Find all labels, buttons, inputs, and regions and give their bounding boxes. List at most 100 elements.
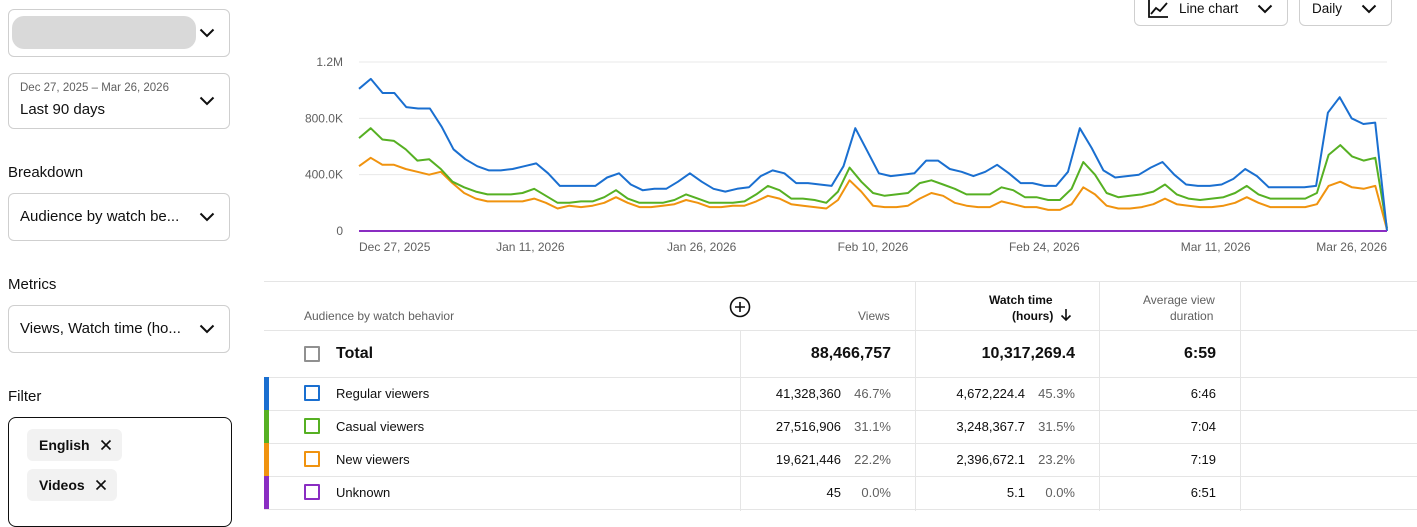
col-divider [915, 281, 916, 511]
header-avd[interactable]: Average view [1143, 293, 1215, 307]
col-divider [1099, 281, 1100, 511]
series-color-bar [264, 410, 269, 443]
chart-type-select[interactable]: Line chart [1134, 0, 1288, 26]
filter-chip-videos[interactable]: Videos [27, 469, 117, 501]
row-views-pct: 46.7% [854, 386, 891, 401]
date-range-text: Dec 27, 2025 – Mar 26, 2026 [20, 82, 169, 94]
total-views: 88,466,757 [810, 345, 891, 362]
table-top-border [264, 281, 1417, 282]
interval-select[interactable]: Daily [1299, 0, 1392, 26]
row-watch-pct: 0.0% [1045, 485, 1075, 500]
row-label: Casual viewers [336, 419, 425, 434]
close-icon[interactable] [95, 479, 107, 491]
chevron-down-icon [199, 28, 215, 38]
x-tick-label: Feb 24, 2026 [1009, 240, 1080, 254]
add-metric-icon[interactable] [729, 296, 751, 318]
row-views-pct: 31.1% [854, 419, 891, 434]
y-tick-label: 400.0K [305, 168, 343, 182]
x-tick-label: Jan 26, 2026 [667, 240, 737, 254]
x-tick-label: Dec 27, 2025 [359, 240, 431, 254]
chevron-down-icon [199, 324, 215, 334]
row-watch-pct: 23.2% [1038, 452, 1075, 467]
chevron-down-icon [1257, 4, 1273, 14]
filter-chip-english[interactable]: English [27, 429, 122, 461]
table-header-divider [264, 330, 1417, 331]
chip-label: English [39, 437, 90, 453]
row-checkbox[interactable] [304, 451, 320, 467]
x-tick-label: Feb 10, 2026 [838, 240, 909, 254]
row-checkbox[interactable] [304, 385, 320, 401]
metrics-label: Metrics [8, 276, 57, 293]
row-checkbox[interactable] [304, 484, 320, 500]
row-label: Regular viewers [336, 386, 430, 401]
row-label: New viewers [336, 452, 410, 467]
chevron-down-icon [1361, 4, 1377, 14]
total-watch-time: 10,317,269.4 [981, 345, 1075, 362]
header-watch-time-unit[interactable]: (hours) [1012, 309, 1054, 323]
row-label: Unknown [336, 485, 391, 500]
date-range-label: Last 90 days [20, 101, 106, 118]
sort-down-arrow-icon[interactable] [1060, 308, 1072, 322]
row-views: 41,328,360 [775, 386, 841, 401]
row-views-pct: 22.2% [854, 452, 891, 467]
chevron-down-icon [199, 212, 215, 222]
row-divider [264, 377, 1417, 378]
chevron-down-icon [199, 96, 215, 106]
row-watch-time: 4,672,224.4 [956, 386, 1025, 401]
x-tick-label: Jan 11, 2026 [496, 240, 565, 254]
metrics-select[interactable]: Views, Watch time (ho... [8, 305, 230, 353]
row-views-pct: 0.0% [861, 485, 891, 500]
col-divider [1240, 281, 1241, 511]
row-divider [264, 509, 1417, 510]
row-divider [264, 476, 1417, 477]
chip-label: Videos [39, 477, 85, 493]
series-color-bar [264, 476, 269, 509]
header-avd-unit[interactable]: duration [1170, 309, 1214, 323]
x-tick-label: Mar 26, 2026 [1316, 240, 1387, 254]
total-avd: 6:59 [1183, 345, 1216, 362]
breakdown-label: Breakdown [8, 164, 84, 181]
header-watch-time[interactable]: Watch time [989, 293, 1053, 307]
series-color-bar [264, 377, 269, 410]
row-watch-time: 2,396,672.1 [956, 452, 1025, 467]
line-chart-icon [1148, 0, 1168, 18]
x-tick-label: Mar 11, 2026 [1181, 240, 1251, 254]
series-color-bar [264, 443, 269, 476]
header-views[interactable]: Views [858, 309, 890, 323]
filter-box[interactable]: English Videos [8, 417, 232, 527]
col-divider [740, 330, 741, 511]
row-divider [264, 410, 1417, 411]
total-checkbox[interactable] [304, 346, 320, 362]
row-views: 19,621,446 [775, 452, 841, 467]
header-dimension: Audience by watch behavior [304, 309, 455, 323]
row-views: 45 [826, 485, 841, 500]
series-line-new [358, 156, 1388, 230]
total-label: Total [336, 345, 374, 362]
interval-label: Daily [1312, 1, 1343, 16]
row-views: 27,516,906 [775, 419, 841, 434]
series-line-regular [358, 77, 1388, 232]
row-watch-time: 5.1 [1006, 485, 1025, 500]
date-range-select[interactable]: Dec 27, 2025 – Mar 26, 2026 Last 90 days [8, 73, 230, 129]
y-tick-label: 800.0K [305, 111, 343, 125]
row-watch-time: 3,248,367.7 [956, 419, 1025, 434]
line-chart: 1.2M 800.0K 400.0K 0 Dec 27, 2025 Jan 11, 20… [305, 55, 1388, 254]
row-checkbox[interactable] [304, 418, 320, 434]
row-avd: 6:46 [1190, 386, 1216, 401]
row-watch-pct: 45.3% [1038, 386, 1075, 401]
channel-select[interactable] [8, 9, 230, 57]
redacted-channel-name [12, 16, 196, 49]
row-divider [264, 443, 1417, 444]
y-tick-label: 0 [336, 224, 343, 238]
chart-type-label: Line chart [1179, 1, 1239, 16]
row-avd: 7:19 [1190, 452, 1216, 467]
breakdown-select[interactable]: Audience by watch be... [8, 193, 230, 241]
close-icon[interactable] [100, 439, 112, 451]
breakdown-value: Audience by watch be... [20, 208, 180, 225]
row-watch-pct: 31.5% [1038, 419, 1075, 434]
filter-label: Filter [8, 388, 42, 405]
metrics-value: Views, Watch time (ho... [20, 320, 181, 337]
series-line-casual [358, 127, 1388, 229]
row-avd: 7:04 [1190, 419, 1216, 434]
y-tick-label: 1.2M [316, 55, 343, 69]
